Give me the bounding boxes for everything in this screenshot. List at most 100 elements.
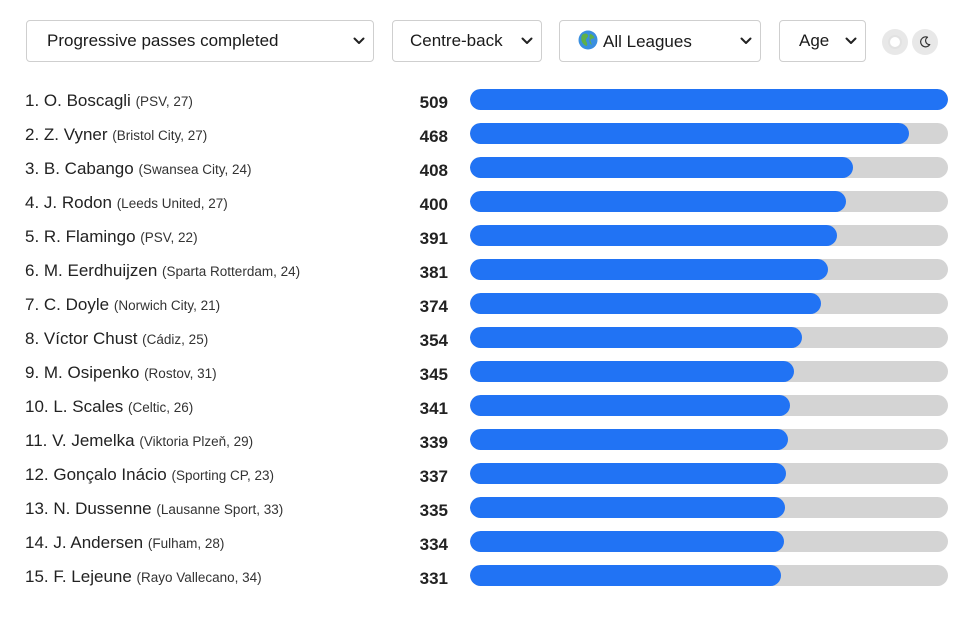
player-name: 14. J. Andersen	[25, 533, 144, 552]
player-row: 6. M. Eerdhuijzen (Sparta Rotterdam, 24)…	[0, 255, 976, 289]
player-name: 9. M. Osipenko	[25, 363, 140, 382]
player-club-age: (Bristol City, 27)	[112, 128, 208, 143]
value-bar-track	[470, 123, 948, 144]
player-club-age: (Lausanne Sport, 33)	[156, 502, 284, 517]
value-bar-track	[470, 395, 948, 416]
value-bar-track	[470, 293, 948, 314]
value-bar-track	[470, 157, 948, 178]
player-value: 335	[419, 501, 448, 520]
player-name: 12. Gonçalo Inácio	[25, 465, 167, 484]
chevron-down-icon	[521, 35, 533, 47]
value-bar-fill	[470, 191, 846, 212]
player-label: 10. L. Scales (Celtic, 26)	[25, 397, 193, 417]
moon-icon	[920, 36, 931, 48]
player-label: 13. N. Dussenne (Lausanne Sport, 33)	[25, 499, 283, 519]
player-name: 15. F. Lejeune	[25, 567, 132, 586]
player-value: 391	[419, 229, 448, 248]
player-value: 339	[419, 433, 448, 452]
position-select[interactable]: Centre-back	[392, 20, 542, 62]
player-club-age: (Rayo Vallecano, 34)	[136, 570, 262, 585]
value-bar-fill	[470, 565, 781, 586]
value-bar-track	[470, 531, 948, 552]
player-value: 468	[419, 127, 448, 146]
value-bar-fill	[470, 157, 854, 178]
player-club-age: (PSV, 22)	[140, 230, 198, 245]
player-row: 4. J. Rodon (Leeds United, 27) 400	[0, 187, 976, 221]
player-name: 11. V. Jemelka	[25, 431, 135, 450]
value-bar-track	[470, 89, 948, 110]
value-bar-track	[470, 259, 948, 280]
player-value: 400	[419, 195, 448, 214]
player-row: 3. B. Cabango (Swansea City, 24) 408	[0, 153, 976, 187]
age-select[interactable]: Age	[779, 20, 866, 62]
player-row: 15. F. Lejeune (Rayo Vallecano, 34) 331	[0, 561, 976, 595]
player-club-age: (Sporting CP, 23)	[171, 468, 275, 483]
player-name: 7. C. Doyle	[25, 295, 110, 314]
player-value: 374	[419, 297, 448, 316]
player-label: 2. Z. Vyner (Bristol City, 27)	[25, 125, 207, 145]
player-name: 5. R. Flamingo	[25, 227, 136, 246]
player-label: 11. V. Jemelka (Viktoria Plzeň, 29)	[25, 431, 253, 451]
player-row: 5. R. Flamingo (PSV, 22) 391	[0, 221, 976, 255]
player-club-age: (Cádiz, 25)	[142, 332, 209, 347]
value-bar-fill	[470, 531, 784, 552]
player-name: 4. J. Rodon	[25, 193, 112, 212]
light-mode-button[interactable]	[882, 29, 908, 55]
value-bar-fill	[470, 123, 910, 144]
value-bar-fill	[470, 429, 789, 450]
player-value: 331	[419, 569, 448, 588]
value-bar-fill	[470, 463, 787, 484]
value-bar-fill	[470, 89, 948, 110]
dark-mode-button[interactable]	[912, 29, 938, 55]
value-bar-track	[470, 429, 948, 450]
player-row: 9. M. Osipenko (Rostov, 31) 345	[0, 357, 976, 391]
value-bar-track	[470, 361, 948, 382]
position-select-value: Centre-back	[410, 31, 503, 50]
player-club-age: (Sparta Rotterdam, 24)	[162, 264, 301, 279]
player-label: 7. C. Doyle (Norwich City, 21)	[25, 295, 220, 315]
value-bar-fill	[470, 327, 803, 348]
player-club-age: (Norwich City, 21)	[113, 298, 221, 313]
player-club-age: (Rostov, 31)	[144, 366, 217, 381]
player-value: 337	[419, 467, 448, 486]
player-club-age: (Swansea City, 24)	[138, 162, 252, 177]
player-name: 10. L. Scales	[25, 397, 124, 416]
player-label: 8. Víctor Chust (Cádiz, 25)	[25, 329, 208, 349]
metric-select-value: Progressive passes completed	[47, 31, 279, 50]
league-select[interactable]: All Leagues	[559, 20, 761, 62]
player-row: 2. Z. Vyner (Bristol City, 27) 468	[0, 119, 976, 153]
league-select-value: All Leagues	[603, 32, 692, 51]
player-value: 509	[419, 93, 448, 112]
value-bar-fill	[470, 395, 791, 416]
globe-icon	[578, 30, 598, 50]
value-bar-fill	[470, 361, 794, 382]
player-label: 15. F. Lejeune (Rayo Vallecano, 34)	[25, 567, 262, 587]
value-bar-fill	[470, 497, 785, 518]
player-row: 7. C. Doyle (Norwich City, 21) 374	[0, 289, 976, 323]
chevron-down-icon	[740, 35, 752, 47]
light-mode-icon	[888, 35, 902, 49]
player-value: 341	[419, 399, 448, 418]
player-row: 1. O. Boscagli (PSV, 27) 509	[0, 85, 976, 119]
player-row: 12. Gonçalo Inácio (Sporting CP, 23) 337	[0, 459, 976, 493]
value-bar-track	[470, 327, 948, 348]
theme-toggle	[882, 29, 940, 55]
metric-select[interactable]: Progressive passes completed	[26, 20, 374, 62]
value-bar-fill	[470, 225, 838, 246]
value-bar-track	[470, 463, 948, 484]
player-row: 14. J. Andersen (Fulham, 28) 334	[0, 527, 976, 561]
player-label: 3. B. Cabango (Swansea City, 24)	[25, 159, 251, 179]
player-value: 345	[419, 365, 448, 384]
value-bar-track	[470, 497, 948, 518]
player-club-age: (PSV, 27)	[135, 94, 193, 109]
player-name: 3. B. Cabango	[25, 159, 134, 178]
player-label: 1. O. Boscagli (PSV, 27)	[25, 91, 193, 111]
value-bar-fill	[470, 259, 828, 280]
player-club-age: (Celtic, 26)	[128, 400, 194, 415]
value-bar-track	[470, 225, 948, 246]
chevron-down-icon	[353, 35, 365, 47]
player-row: 13. N. Dussenne (Lausanne Sport, 33) 335	[0, 493, 976, 527]
player-club-age: (Viktoria Plzeň, 29)	[139, 434, 254, 449]
player-name: 8. Víctor Chust	[25, 329, 138, 348]
player-value: 334	[419, 535, 448, 554]
